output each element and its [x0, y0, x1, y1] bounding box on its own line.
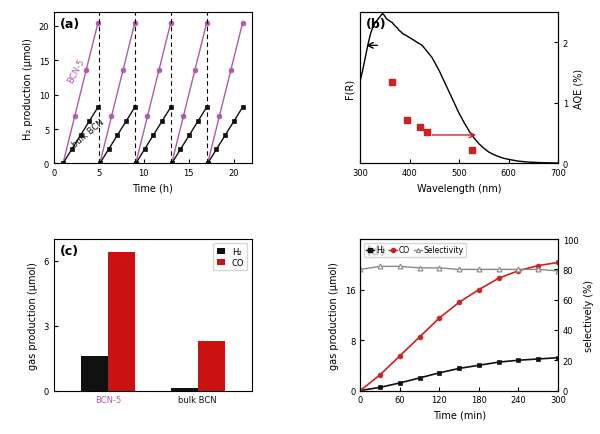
- Point: [403, 117, 412, 124]
- Text: (b): (b): [366, 17, 387, 30]
- Y-axis label: H₂ production (μmol): H₂ production (μmol): [23, 38, 33, 139]
- X-axis label: Time (h): Time (h): [133, 184, 173, 194]
- Text: (c): (c): [60, 244, 79, 257]
- Bar: [108, 253, 135, 391]
- Point: [467, 147, 476, 154]
- X-axis label: Time (min): Time (min): [433, 410, 486, 420]
- Y-axis label: gas production (μmol): gas production (μmol): [329, 261, 340, 369]
- Text: bulk BCN: bulk BCN: [70, 117, 106, 149]
- Bar: [171, 388, 198, 391]
- X-axis label: Wavelength (nm): Wavelength (nm): [417, 184, 502, 194]
- Legend: H₂, CO, Selectivity: H₂, CO, Selectivity: [364, 243, 466, 257]
- Point: [422, 129, 432, 136]
- Y-axis label: selectively (%): selectively (%): [584, 279, 594, 351]
- Point: [415, 124, 424, 131]
- Text: (d): (d): [366, 244, 387, 257]
- Bar: [198, 341, 224, 391]
- Bar: [81, 356, 108, 391]
- Y-axis label: gas production (μmol): gas production (μmol): [28, 261, 38, 369]
- Legend: H₂, CO: H₂, CO: [214, 244, 247, 271]
- Point: [388, 79, 397, 86]
- Text: (a): (a): [60, 17, 80, 30]
- Y-axis label: F(R): F(R): [345, 79, 355, 99]
- Text: BCN-5: BCN-5: [65, 58, 86, 85]
- Y-axis label: AQE (%): AQE (%): [574, 69, 584, 108]
